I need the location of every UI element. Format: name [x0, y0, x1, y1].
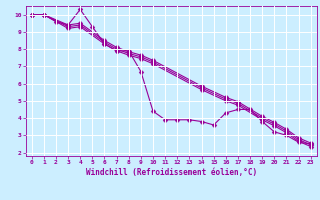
X-axis label: Windchill (Refroidissement éolien,°C): Windchill (Refroidissement éolien,°C)	[86, 168, 257, 177]
